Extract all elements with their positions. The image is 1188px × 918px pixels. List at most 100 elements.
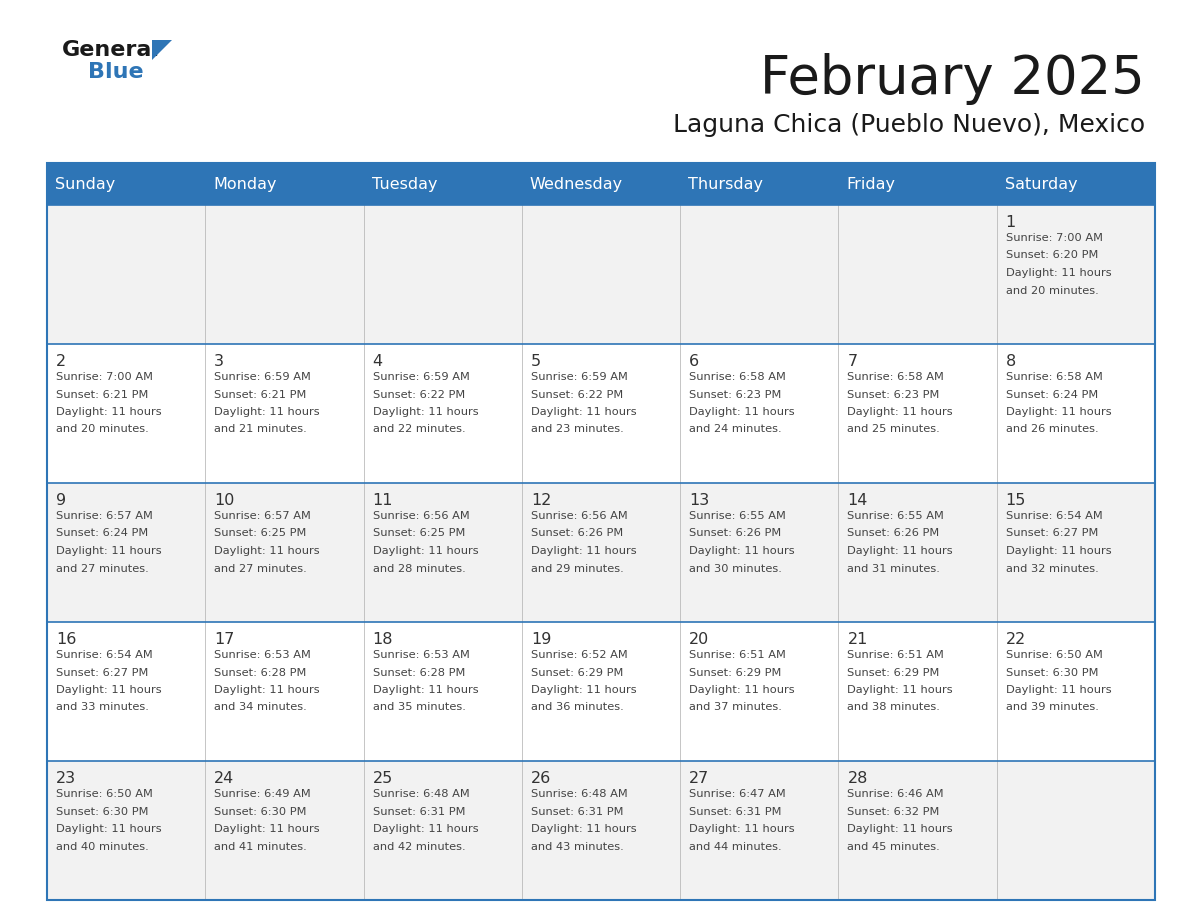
Text: 23: 23 <box>56 771 76 786</box>
Text: Monday: Monday <box>214 176 277 192</box>
Text: Sunrise: 6:57 AM: Sunrise: 6:57 AM <box>56 511 153 521</box>
Text: Daylight: 11 hours: Daylight: 11 hours <box>56 546 162 556</box>
Text: and 36 minutes.: and 36 minutes. <box>531 702 624 712</box>
Text: Sunrise: 6:59 AM: Sunrise: 6:59 AM <box>373 372 469 382</box>
Text: and 43 minutes.: and 43 minutes. <box>531 842 624 852</box>
Text: and 21 minutes.: and 21 minutes. <box>214 424 307 434</box>
Text: and 44 minutes.: and 44 minutes. <box>689 842 782 852</box>
Text: and 22 minutes.: and 22 minutes. <box>373 424 466 434</box>
Text: Sunrise: 6:50 AM: Sunrise: 6:50 AM <box>56 789 153 799</box>
Text: Sunrise: 6:54 AM: Sunrise: 6:54 AM <box>56 650 153 660</box>
Text: Daylight: 11 hours: Daylight: 11 hours <box>531 407 637 417</box>
Text: Sunset: 6:22 PM: Sunset: 6:22 PM <box>373 389 465 399</box>
Text: Sunset: 6:31 PM: Sunset: 6:31 PM <box>531 807 624 816</box>
Text: and 35 minutes.: and 35 minutes. <box>373 702 466 712</box>
Text: Daylight: 11 hours: Daylight: 11 hours <box>214 685 320 695</box>
Text: Daylight: 11 hours: Daylight: 11 hours <box>847 824 953 834</box>
Text: Sunrise: 6:57 AM: Sunrise: 6:57 AM <box>214 511 311 521</box>
Text: Sunrise: 6:53 AM: Sunrise: 6:53 AM <box>373 650 469 660</box>
Text: Sunset: 6:28 PM: Sunset: 6:28 PM <box>373 667 465 677</box>
Text: 3: 3 <box>214 354 225 369</box>
Text: 1: 1 <box>1006 215 1016 230</box>
Text: Sunset: 6:27 PM: Sunset: 6:27 PM <box>1006 529 1098 539</box>
Text: Sunset: 6:30 PM: Sunset: 6:30 PM <box>1006 667 1098 677</box>
Text: Sunrise: 6:49 AM: Sunrise: 6:49 AM <box>214 789 311 799</box>
Text: Sunset: 6:24 PM: Sunset: 6:24 PM <box>1006 389 1098 399</box>
Text: Daylight: 11 hours: Daylight: 11 hours <box>214 407 320 417</box>
Text: and 33 minutes.: and 33 minutes. <box>56 702 148 712</box>
Text: Sunset: 6:23 PM: Sunset: 6:23 PM <box>689 389 782 399</box>
Text: Sunset: 6:30 PM: Sunset: 6:30 PM <box>214 807 307 816</box>
Bar <box>48 344 1155 483</box>
Text: and 37 minutes.: and 37 minutes. <box>689 702 782 712</box>
Text: Daylight: 11 hours: Daylight: 11 hours <box>689 685 795 695</box>
Text: Sunrise: 6:56 AM: Sunrise: 6:56 AM <box>531 511 627 521</box>
Text: Sunset: 6:20 PM: Sunset: 6:20 PM <box>1006 251 1098 261</box>
Text: Daylight: 11 hours: Daylight: 11 hours <box>1006 407 1111 417</box>
Text: Sunrise: 6:58 AM: Sunrise: 6:58 AM <box>1006 372 1102 382</box>
Text: Sunset: 6:31 PM: Sunset: 6:31 PM <box>689 807 782 816</box>
Text: General: General <box>62 40 160 60</box>
Text: Friday: Friday <box>846 176 896 192</box>
Text: Sunset: 6:29 PM: Sunset: 6:29 PM <box>689 667 782 677</box>
Text: 19: 19 <box>531 632 551 647</box>
Text: 10: 10 <box>214 493 235 508</box>
Text: Sunrise: 6:58 AM: Sunrise: 6:58 AM <box>847 372 944 382</box>
Bar <box>48 163 1155 205</box>
Text: 20: 20 <box>689 632 709 647</box>
Text: Sunset: 6:29 PM: Sunset: 6:29 PM <box>531 667 624 677</box>
Text: Sunrise: 6:59 AM: Sunrise: 6:59 AM <box>531 372 627 382</box>
Text: Daylight: 11 hours: Daylight: 11 hours <box>1006 268 1111 278</box>
Text: 18: 18 <box>373 632 393 647</box>
Text: and 34 minutes.: and 34 minutes. <box>214 702 307 712</box>
Text: 9: 9 <box>56 493 67 508</box>
Polygon shape <box>152 40 172 60</box>
Text: Sunrise: 7:00 AM: Sunrise: 7:00 AM <box>1006 233 1102 243</box>
Text: and 27 minutes.: and 27 minutes. <box>214 564 307 574</box>
Text: Laguna Chica (Pueblo Nuevo), Mexico: Laguna Chica (Pueblo Nuevo), Mexico <box>672 113 1145 137</box>
Text: 21: 21 <box>847 632 867 647</box>
Text: Sunrise: 6:54 AM: Sunrise: 6:54 AM <box>1006 511 1102 521</box>
Text: 8: 8 <box>1006 354 1016 369</box>
Text: Tuesday: Tuesday <box>372 176 437 192</box>
Bar <box>48 622 1155 761</box>
Text: 25: 25 <box>373 771 393 786</box>
Text: and 27 minutes.: and 27 minutes. <box>56 564 148 574</box>
Text: Sunset: 6:27 PM: Sunset: 6:27 PM <box>56 667 148 677</box>
Text: Sunset: 6:31 PM: Sunset: 6:31 PM <box>373 807 465 816</box>
Text: Sunrise: 6:46 AM: Sunrise: 6:46 AM <box>847 789 944 799</box>
Text: Daylight: 11 hours: Daylight: 11 hours <box>689 546 795 556</box>
Text: Sunrise: 6:47 AM: Sunrise: 6:47 AM <box>689 789 786 799</box>
Text: Daylight: 11 hours: Daylight: 11 hours <box>56 824 162 834</box>
Text: and 25 minutes.: and 25 minutes. <box>847 424 940 434</box>
Text: 28: 28 <box>847 771 867 786</box>
Text: Sunset: 6:21 PM: Sunset: 6:21 PM <box>56 389 148 399</box>
Text: and 41 minutes.: and 41 minutes. <box>214 842 307 852</box>
Text: Sunrise: 6:51 AM: Sunrise: 6:51 AM <box>689 650 786 660</box>
Bar <box>48 205 1155 344</box>
Text: and 26 minutes.: and 26 minutes. <box>1006 424 1099 434</box>
Text: Daylight: 11 hours: Daylight: 11 hours <box>689 824 795 834</box>
Text: 5: 5 <box>531 354 541 369</box>
Text: Daylight: 11 hours: Daylight: 11 hours <box>373 546 479 556</box>
Text: Daylight: 11 hours: Daylight: 11 hours <box>847 685 953 695</box>
Text: Saturday: Saturday <box>1005 176 1078 192</box>
Text: 6: 6 <box>689 354 700 369</box>
Text: Daylight: 11 hours: Daylight: 11 hours <box>847 546 953 556</box>
Text: Daylight: 11 hours: Daylight: 11 hours <box>531 546 637 556</box>
Text: Sunset: 6:28 PM: Sunset: 6:28 PM <box>214 667 307 677</box>
Text: and 28 minutes.: and 28 minutes. <box>373 564 466 574</box>
Text: Sunrise: 6:58 AM: Sunrise: 6:58 AM <box>689 372 786 382</box>
Text: Daylight: 11 hours: Daylight: 11 hours <box>373 407 479 417</box>
Text: Sunrise: 6:50 AM: Sunrise: 6:50 AM <box>1006 650 1102 660</box>
Text: 4: 4 <box>373 354 383 369</box>
Text: Sunset: 6:21 PM: Sunset: 6:21 PM <box>214 389 307 399</box>
Text: Wednesday: Wednesday <box>530 176 623 192</box>
Text: Sunrise: 6:55 AM: Sunrise: 6:55 AM <box>847 511 944 521</box>
Text: Daylight: 11 hours: Daylight: 11 hours <box>56 685 162 695</box>
Text: Sunrise: 6:48 AM: Sunrise: 6:48 AM <box>531 789 627 799</box>
Text: Sunset: 6:32 PM: Sunset: 6:32 PM <box>847 807 940 816</box>
Text: Sunrise: 7:00 AM: Sunrise: 7:00 AM <box>56 372 153 382</box>
Text: and 20 minutes.: and 20 minutes. <box>1006 285 1099 296</box>
Text: Sunset: 6:26 PM: Sunset: 6:26 PM <box>847 529 940 539</box>
